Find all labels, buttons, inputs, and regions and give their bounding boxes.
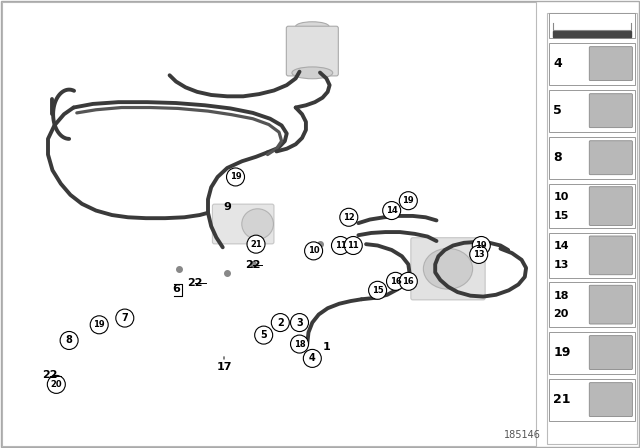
Text: 5: 5 bbox=[553, 104, 562, 117]
FancyBboxPatch shape bbox=[589, 336, 632, 370]
Text: 20: 20 bbox=[51, 380, 62, 389]
Bar bbox=[549, 233, 635, 278]
FancyBboxPatch shape bbox=[589, 285, 632, 324]
Text: 13: 13 bbox=[553, 260, 568, 270]
Text: 12: 12 bbox=[343, 213, 355, 222]
Text: 10: 10 bbox=[553, 192, 568, 202]
FancyBboxPatch shape bbox=[589, 47, 632, 81]
FancyBboxPatch shape bbox=[589, 383, 632, 417]
Text: 15: 15 bbox=[553, 211, 568, 221]
Text: 18: 18 bbox=[294, 340, 305, 349]
FancyBboxPatch shape bbox=[589, 141, 632, 175]
Circle shape bbox=[472, 237, 490, 254]
Text: 20: 20 bbox=[553, 310, 568, 319]
Circle shape bbox=[247, 235, 265, 253]
Circle shape bbox=[332, 237, 349, 254]
Ellipse shape bbox=[242, 209, 273, 239]
Bar bbox=[549, 90, 635, 132]
Text: 5: 5 bbox=[260, 330, 267, 340]
Circle shape bbox=[369, 281, 387, 299]
Bar bbox=[2, 2, 536, 446]
Bar bbox=[549, 13, 635, 38]
Text: 10: 10 bbox=[308, 246, 319, 255]
Circle shape bbox=[116, 309, 134, 327]
Text: 19: 19 bbox=[403, 196, 414, 205]
Circle shape bbox=[255, 326, 273, 344]
Circle shape bbox=[387, 272, 404, 290]
Circle shape bbox=[340, 208, 358, 226]
Polygon shape bbox=[553, 30, 631, 37]
Text: 18: 18 bbox=[553, 291, 569, 301]
Circle shape bbox=[399, 192, 417, 210]
Circle shape bbox=[383, 202, 401, 220]
Ellipse shape bbox=[424, 248, 472, 289]
Circle shape bbox=[305, 242, 323, 260]
Text: 13: 13 bbox=[473, 250, 484, 259]
Text: 9: 9 bbox=[223, 202, 231, 212]
Bar bbox=[549, 184, 635, 228]
Bar bbox=[547, 13, 637, 444]
Text: 3: 3 bbox=[296, 318, 303, 327]
Text: 19: 19 bbox=[93, 320, 105, 329]
Text: 14: 14 bbox=[553, 241, 569, 251]
Text: 2: 2 bbox=[277, 318, 284, 327]
Text: 21: 21 bbox=[250, 240, 262, 249]
Text: 21: 21 bbox=[553, 393, 571, 406]
Text: 7: 7 bbox=[122, 313, 128, 323]
FancyBboxPatch shape bbox=[589, 94, 632, 128]
Text: 4: 4 bbox=[309, 353, 316, 363]
FancyBboxPatch shape bbox=[286, 26, 339, 76]
Bar bbox=[549, 137, 635, 179]
Circle shape bbox=[470, 246, 488, 263]
Circle shape bbox=[90, 316, 108, 334]
Text: 15: 15 bbox=[372, 286, 383, 295]
Text: 1: 1 bbox=[323, 342, 330, 352]
Circle shape bbox=[303, 349, 321, 367]
Text: 8: 8 bbox=[66, 336, 72, 345]
Text: 14: 14 bbox=[386, 206, 397, 215]
Circle shape bbox=[399, 272, 417, 290]
Circle shape bbox=[344, 237, 362, 254]
Text: 16: 16 bbox=[390, 277, 401, 286]
Ellipse shape bbox=[296, 22, 329, 31]
Circle shape bbox=[271, 314, 289, 332]
Ellipse shape bbox=[292, 67, 333, 79]
Text: 4: 4 bbox=[553, 57, 562, 70]
Text: 22: 22 bbox=[42, 370, 58, 380]
Bar bbox=[549, 282, 635, 327]
Circle shape bbox=[60, 332, 78, 349]
Text: 185146: 185146 bbox=[504, 430, 541, 440]
Circle shape bbox=[227, 168, 244, 186]
Text: 6: 6 bbox=[172, 284, 180, 294]
Text: 19: 19 bbox=[230, 172, 241, 181]
Text: 22: 22 bbox=[188, 278, 203, 288]
FancyBboxPatch shape bbox=[589, 187, 632, 225]
Circle shape bbox=[291, 314, 308, 332]
Bar bbox=[549, 379, 635, 421]
Text: 11: 11 bbox=[348, 241, 359, 250]
Text: 16: 16 bbox=[403, 277, 414, 286]
Bar bbox=[549, 43, 635, 85]
FancyBboxPatch shape bbox=[589, 236, 632, 275]
Text: 19: 19 bbox=[553, 346, 571, 359]
Text: 22: 22 bbox=[245, 260, 260, 270]
Text: 8: 8 bbox=[553, 151, 562, 164]
Text: 19: 19 bbox=[476, 241, 487, 250]
FancyBboxPatch shape bbox=[411, 238, 485, 300]
FancyBboxPatch shape bbox=[212, 204, 274, 244]
Bar bbox=[549, 332, 635, 374]
Circle shape bbox=[47, 375, 65, 393]
Circle shape bbox=[291, 335, 308, 353]
Text: 17: 17 bbox=[216, 362, 232, 372]
Text: 11: 11 bbox=[335, 241, 346, 250]
